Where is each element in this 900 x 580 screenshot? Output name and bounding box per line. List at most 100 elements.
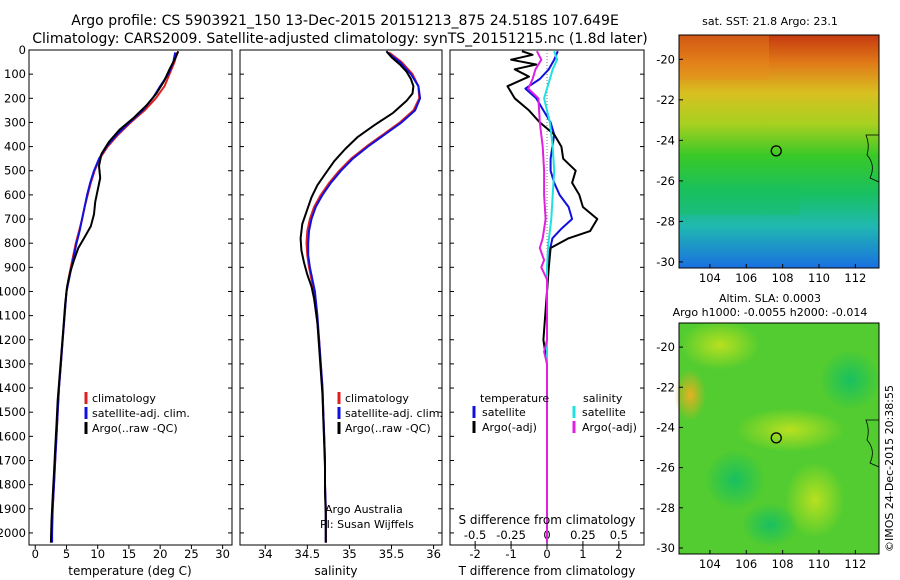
principal-investigator: PI: Susan Wijffels	[320, 518, 414, 531]
sla-low-patch	[820, 350, 880, 410]
salinity-series	[299, 50, 422, 543]
sla-low-patch	[705, 450, 765, 510]
lon-tick-label: 110	[808, 271, 830, 285]
sla-low-patch	[742, 503, 798, 547]
lat-tick-label: -22	[656, 93, 675, 107]
depth-tick-label: 1500	[0, 405, 26, 419]
sst-map-frame	[678, 34, 880, 269]
lon-tick-label: 112	[844, 271, 866, 285]
sst-patch	[679, 185, 799, 215]
legend-header-salinity: salinity	[583, 392, 623, 405]
x-tick-label: 1	[579, 547, 586, 561]
legend-label-t-satellite: satellite	[482, 406, 526, 419]
sla-map-title-line1: Altim. SLA: 0.0003	[719, 292, 821, 305]
argo-float-marker	[770, 145, 782, 157]
salinity-plot-frame	[239, 49, 443, 546]
depth-tick-label: 300	[4, 115, 26, 129]
lat-tick-label: -22	[656, 380, 675, 394]
legend-label-argo: Argo(..raw -QC)	[92, 422, 178, 435]
x-tick-label: 20	[153, 547, 168, 561]
x-tick-label: 35.5	[379, 547, 405, 561]
difference-series	[506, 50, 599, 545]
legend-header-temperature: temperature	[480, 392, 549, 405]
depth-tick-label: 700	[4, 212, 26, 226]
lat-tick-label: -26	[656, 174, 675, 188]
x-tick-label: 0.5	[610, 528, 628, 542]
sla-high-patch	[674, 369, 706, 421]
lat-tick-label: -24	[656, 420, 675, 434]
lat-tick-label: -26	[656, 461, 675, 475]
t-difference-xlabel: T difference from climatology	[458, 564, 636, 578]
sst-map-axes: 104 106 108 110 112 -20 -22 -24 -26 -28 -30	[656, 52, 866, 285]
salinity-x-axis: 34 34.5 35 35.5 36	[258, 545, 441, 561]
lon-tick-label: 106	[735, 271, 757, 285]
depth-tick-label: 1300	[0, 357, 26, 371]
series-line-argo-adj	[527, 50, 548, 543]
x-tick-label: 25	[184, 547, 199, 561]
series-line-climatology	[305, 51, 421, 543]
sla-patch	[735, 408, 845, 452]
legend-label-argo: Argo(..raw -QC)	[345, 422, 431, 435]
s-difference-xlabel: S difference from climatology	[459, 513, 636, 527]
x-tick-label: 2	[615, 547, 622, 561]
sla-map-title-line2: Argo h1000: -0.0055 h2000: -0.014	[673, 306, 868, 319]
depth-tick-label: 1400	[0, 381, 26, 395]
depth-tick-label: 1700	[0, 453, 26, 467]
depth-tick-label: 100	[4, 67, 26, 81]
depth-tick-label: 1900	[0, 502, 26, 516]
depth-tick-label: 1800	[0, 478, 26, 492]
x-tick-label: 34	[258, 547, 273, 561]
x-tick-label: -0.5	[464, 528, 486, 542]
lat-tick-label: -30	[656, 255, 675, 269]
figure-title-line1: Argo profile: CS 5903921_150 13-Dec-2015…	[71, 13, 619, 29]
series-line-satellite	[524, 50, 574, 543]
depth-axis: 0 100 200 300 400 500 600 700 800 900 1000 1100 1200…	[0, 43, 644, 540]
sla-map-axes: 104 106 108 110 112 -20 -22 -24 -26 -28 -30	[656, 340, 866, 571]
lon-tick-label: 106	[735, 557, 757, 571]
lat-tick-label: -24	[656, 133, 675, 147]
x-tick-label: 0	[32, 547, 39, 561]
credit-text: ©IMOS 24-Dec-2015 20:38:55	[883, 385, 896, 552]
x-tick-label: 35	[342, 547, 357, 561]
series-line-climatology	[50, 52, 178, 543]
salinity-legend: climatology satellite-adj. clim. Argo(..…	[337, 392, 443, 435]
x-tick-label: 15	[122, 547, 137, 561]
argo-float-marker	[770, 432, 782, 444]
series-line-argo-raw-qc	[299, 50, 415, 543]
depth-tick-label: 200	[4, 91, 26, 105]
salinity-xlabel: salinity	[314, 564, 357, 578]
depth-tick-label: 900	[4, 260, 26, 274]
x-tick-label: -1	[505, 547, 516, 561]
x-tick-label: 36	[426, 547, 441, 561]
temperature-legend: climatology satellite-adj. clim. Argo(..…	[84, 392, 190, 435]
lat-tick-label: -30	[656, 541, 675, 555]
legend-label-climatology: climatology	[345, 392, 409, 405]
x-tick-label: -2	[469, 547, 480, 561]
depth-tick-label: 1100	[0, 309, 26, 323]
series-line-satellite-adj-clim	[51, 52, 177, 543]
coastline	[865, 419, 880, 468]
depth-tick-label: 600	[4, 188, 26, 202]
temperature-xlabel: temperature (deg C)	[68, 564, 191, 578]
x-tick-label: 10	[90, 547, 105, 561]
depth-tick-label: 0	[19, 43, 26, 57]
sst-map-title: sat. SST: 21.8 Argo: 23.1	[702, 15, 838, 28]
temperature-x-axis: 0 5 10 15 20 25 30	[32, 545, 230, 561]
lon-tick-label: 112	[844, 557, 866, 571]
lon-tick-label: 104	[699, 557, 721, 571]
depth-tick-label: 2000	[0, 526, 26, 540]
depth-tick-label: 1600	[0, 429, 26, 443]
figure-title-line2: Climatology: CARS2009. Satellite-adjuste…	[32, 31, 647, 47]
lat-tick-label: -28	[656, 214, 675, 228]
lon-tick-label: 108	[772, 271, 794, 285]
sla-patch	[785, 462, 845, 538]
temperature-series	[49, 50, 180, 543]
x-tick-label: 34.5	[295, 547, 321, 561]
legend-label-t-argo: Argo(-adj)	[482, 421, 537, 434]
coastline	[865, 134, 880, 183]
x-tick-label: 0	[543, 547, 550, 561]
sst-map: 104 106 108 110 112 -20 -22 -24 -26 -28 -30	[656, 34, 880, 285]
legend-label-satellite: satellite-adj. clim.	[345, 407, 443, 420]
lat-tick-label: -20	[656, 52, 675, 66]
